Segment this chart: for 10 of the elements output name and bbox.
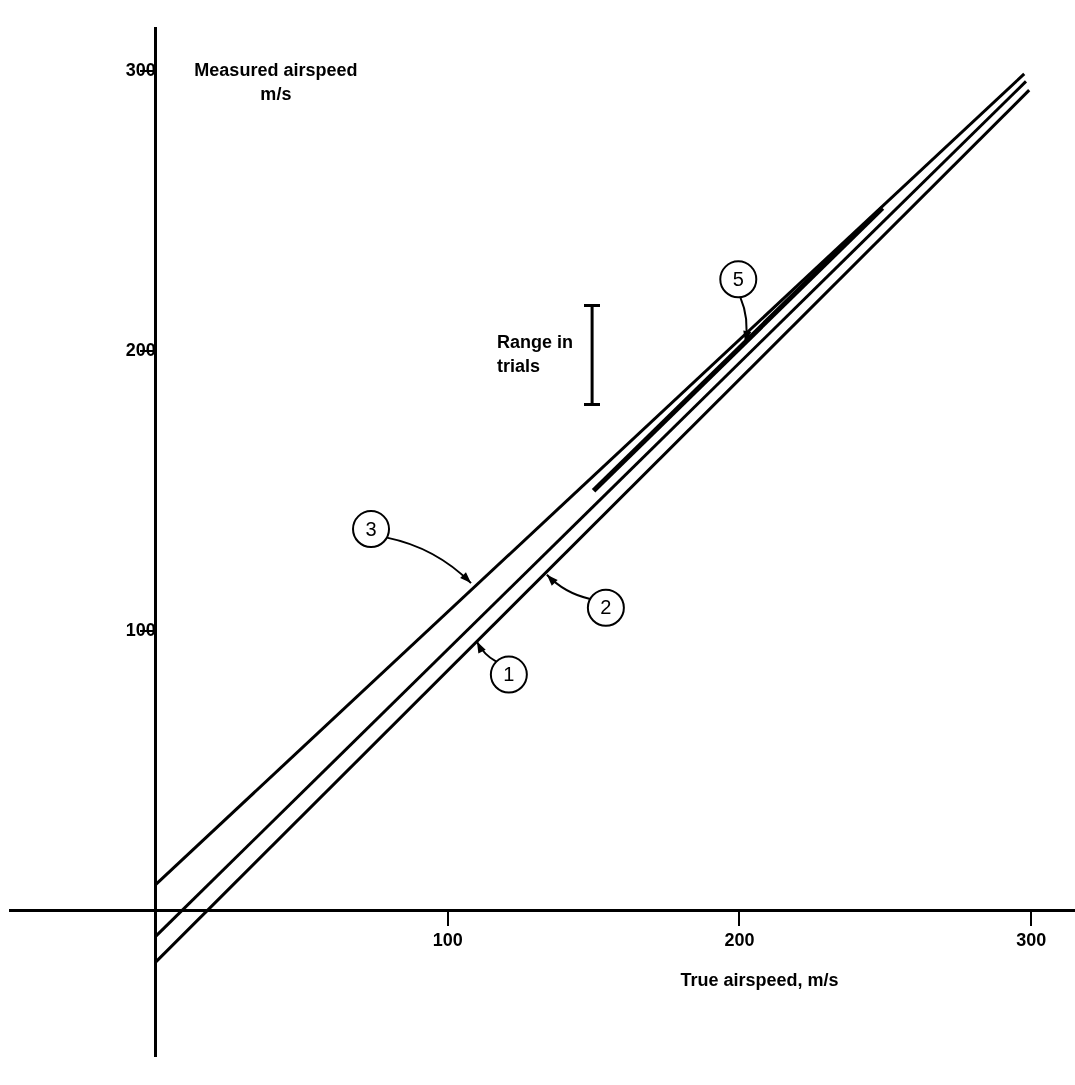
x-tick-label: 300 xyxy=(1016,930,1047,951)
y-axis-title: Measured airspeed m/s xyxy=(194,59,358,104)
annotation: 5 xyxy=(732,267,744,290)
x-axis-title: True airspeed, m/s xyxy=(680,969,839,990)
annotation: 2 xyxy=(600,596,612,619)
series-label: Range in trials xyxy=(497,332,574,377)
x-tick-label: 200 xyxy=(724,930,755,951)
annotation: 3 xyxy=(365,517,377,540)
annotation: 1 xyxy=(503,663,515,686)
x-tick-label: 100 xyxy=(432,930,463,951)
